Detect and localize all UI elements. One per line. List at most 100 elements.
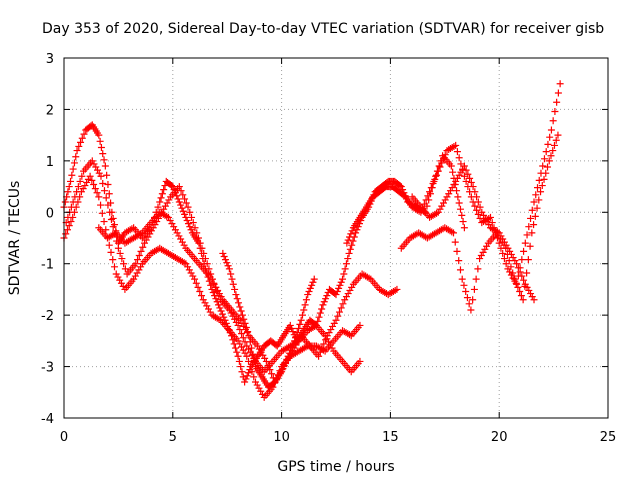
data-point: [469, 183, 477, 191]
data-point: [450, 181, 458, 189]
data-point: [335, 308, 343, 316]
data-point: [242, 323, 250, 331]
data-point: [189, 272, 197, 280]
data-point: [318, 305, 326, 313]
data-point: [120, 260, 128, 268]
data-point: [179, 191, 187, 199]
data-point: [346, 286, 354, 294]
data-point: [100, 218, 108, 226]
data-point: [248, 368, 256, 376]
data-point: [199, 296, 207, 304]
data-point: [84, 175, 92, 183]
data-point: [119, 282, 127, 290]
data-point: [289, 328, 297, 336]
data-point: [78, 134, 86, 142]
y-tick-label: -2: [41, 309, 54, 324]
data-point: [533, 184, 541, 192]
data-point: [90, 160, 98, 168]
data-point: [314, 317, 322, 325]
data-point: [302, 296, 310, 304]
data-point: [310, 275, 318, 283]
data-point: [469, 296, 477, 304]
data-point: [528, 229, 536, 237]
data-point: [206, 308, 214, 316]
data-point: [467, 306, 475, 314]
data-point: [262, 357, 270, 365]
data-point: [104, 201, 112, 209]
data-point: [348, 283, 356, 291]
data-point: [208, 275, 216, 283]
y-tick-label: -3: [41, 361, 54, 376]
data-point: [337, 304, 345, 312]
data-point: [137, 247, 145, 255]
data-point: [315, 352, 323, 360]
data-point: [231, 285, 239, 293]
data-point: [217, 307, 225, 315]
series-track-2: [62, 157, 401, 386]
data-point: [248, 344, 256, 352]
data-point: [336, 281, 344, 289]
data-point: [107, 215, 115, 223]
data-point: [396, 182, 404, 190]
data-point: [316, 309, 324, 317]
data-point: [295, 325, 303, 333]
data-point: [198, 244, 206, 252]
data-point: [551, 107, 559, 115]
data-point: [233, 348, 241, 356]
data-point: [545, 157, 553, 165]
data-point: [432, 172, 440, 180]
data-point: [476, 255, 484, 263]
data-point: [174, 195, 182, 203]
data-point: [348, 227, 356, 235]
data-point: [293, 329, 301, 337]
data-point: [74, 183, 82, 191]
data-point: [356, 321, 364, 329]
data-point: [279, 365, 287, 373]
data-point: [187, 226, 195, 234]
data-point: [173, 229, 181, 237]
data-point: [473, 193, 481, 201]
data-point: [438, 159, 446, 167]
data-point: [525, 223, 533, 231]
data-point: [527, 290, 535, 298]
data-point: [286, 321, 294, 329]
data-point: [227, 270, 235, 278]
data-point: [241, 319, 249, 327]
data-point: [161, 202, 169, 210]
data-point: [192, 279, 200, 287]
data-point: [495, 239, 503, 247]
data-point: [532, 191, 540, 199]
data-point: [530, 198, 538, 206]
data-point: [453, 247, 461, 255]
data-point: [113, 237, 121, 245]
data-point: [342, 293, 350, 301]
data-point: [95, 131, 103, 139]
data-point: [133, 269, 141, 277]
grid: [64, 58, 608, 418]
data-point: [453, 174, 461, 182]
data-point: [72, 153, 80, 161]
data-point: [486, 213, 494, 221]
data-point: [243, 372, 251, 380]
data-point: [455, 257, 463, 265]
data-point: [527, 214, 535, 222]
data-point: [168, 220, 176, 228]
data-point: [114, 273, 122, 281]
data-point: [191, 275, 199, 283]
data-point: [288, 343, 296, 351]
data-point: [238, 330, 246, 338]
data-point: [297, 316, 305, 324]
data-point: [554, 131, 562, 139]
data-point: [91, 185, 99, 193]
data-point: [219, 249, 227, 257]
data-point: [177, 235, 185, 243]
data-point: [65, 183, 73, 191]
data-point: [526, 242, 534, 250]
data-point: [291, 337, 299, 345]
data-point: [433, 171, 441, 179]
data-point: [94, 166, 102, 174]
x-tick-label: 5: [169, 430, 177, 445]
data-point: [175, 183, 183, 191]
data-point: [346, 245, 354, 253]
